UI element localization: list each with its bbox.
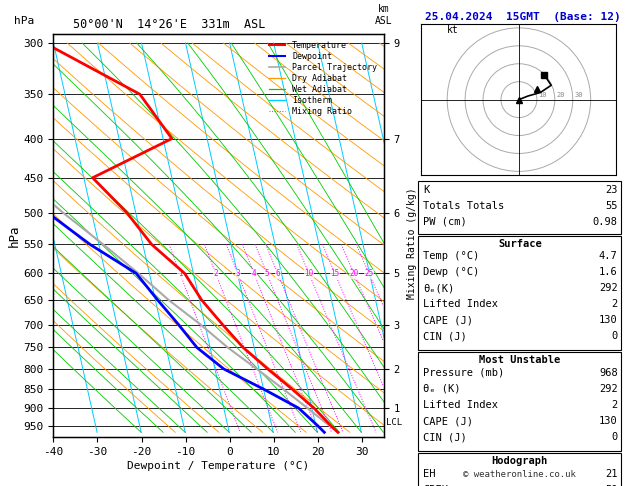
Legend: Temperature, Dewpoint, Parcel Trajectory, Dry Adiabat, Wet Adiabat, Isotherm, Mi: Temperature, Dewpoint, Parcel Trajectory…	[266, 38, 379, 119]
Text: 0: 0	[611, 331, 618, 342]
Text: LCL: LCL	[386, 418, 402, 427]
Text: 2: 2	[611, 299, 618, 310]
Text: 2: 2	[213, 269, 218, 278]
Text: 1: 1	[178, 269, 182, 278]
Text: Pressure (mb): Pressure (mb)	[423, 368, 504, 378]
Text: PW (cm): PW (cm)	[423, 217, 467, 227]
Text: 130: 130	[599, 416, 618, 426]
Text: 21: 21	[605, 469, 618, 479]
Text: 0.98: 0.98	[593, 217, 618, 227]
Text: 4: 4	[252, 269, 257, 278]
Text: SREH: SREH	[423, 485, 448, 486]
Text: 10: 10	[304, 269, 314, 278]
Text: 10: 10	[538, 92, 547, 98]
Text: 5: 5	[265, 269, 269, 278]
Text: CAPE (J): CAPE (J)	[423, 315, 473, 326]
Text: EH: EH	[423, 469, 436, 479]
Text: 25.04.2024  15GMT  (Base: 12): 25.04.2024 15GMT (Base: 12)	[425, 12, 620, 22]
Text: Temp (°C): Temp (°C)	[423, 251, 479, 261]
Text: 30: 30	[574, 92, 583, 98]
Text: 15: 15	[330, 269, 340, 278]
Text: Dewp (°C): Dewp (°C)	[423, 267, 479, 278]
Text: Hodograph: Hodograph	[492, 456, 548, 466]
Text: 50: 50	[605, 485, 618, 486]
Text: Totals Totals: Totals Totals	[423, 201, 504, 211]
Text: 23: 23	[605, 185, 618, 195]
Text: 20: 20	[349, 269, 359, 278]
Text: CIN (J): CIN (J)	[423, 432, 467, 442]
Text: CIN (J): CIN (J)	[423, 331, 467, 342]
Text: 20: 20	[557, 92, 565, 98]
Y-axis label: hPa: hPa	[8, 225, 21, 247]
Text: 3: 3	[235, 269, 240, 278]
Text: 6: 6	[276, 269, 280, 278]
Text: 968: 968	[599, 368, 618, 378]
Text: 292: 292	[599, 384, 618, 394]
Text: hPa: hPa	[14, 16, 34, 26]
X-axis label: Dewpoint / Temperature (°C): Dewpoint / Temperature (°C)	[128, 461, 309, 471]
Text: θₑ(K): θₑ(K)	[423, 283, 455, 294]
Text: K: K	[423, 185, 430, 195]
Text: Surface: Surface	[498, 239, 542, 249]
Text: 1.6: 1.6	[599, 267, 618, 278]
Text: © weatheronline.co.uk: © weatheronline.co.uk	[464, 469, 576, 479]
Text: Most Unstable: Most Unstable	[479, 355, 560, 365]
Text: CAPE (J): CAPE (J)	[423, 416, 473, 426]
Text: Mixing Ratio (g/kg): Mixing Ratio (g/kg)	[407, 187, 417, 299]
Text: 0: 0	[611, 432, 618, 442]
Text: 130: 130	[599, 315, 618, 326]
Text: 55: 55	[605, 201, 618, 211]
Text: θₑ (K): θₑ (K)	[423, 384, 461, 394]
Text: 25: 25	[364, 269, 374, 278]
Text: 4.7: 4.7	[599, 251, 618, 261]
Text: 2: 2	[611, 400, 618, 410]
Text: km
ASL: km ASL	[375, 4, 392, 26]
Text: kt: kt	[447, 25, 459, 35]
Text: Lifted Index: Lifted Index	[423, 400, 498, 410]
Text: 292: 292	[599, 283, 618, 294]
Text: Lifted Index: Lifted Index	[423, 299, 498, 310]
Title: 50°00'N  14°26'E  331m  ASL: 50°00'N 14°26'E 331m ASL	[73, 18, 265, 32]
